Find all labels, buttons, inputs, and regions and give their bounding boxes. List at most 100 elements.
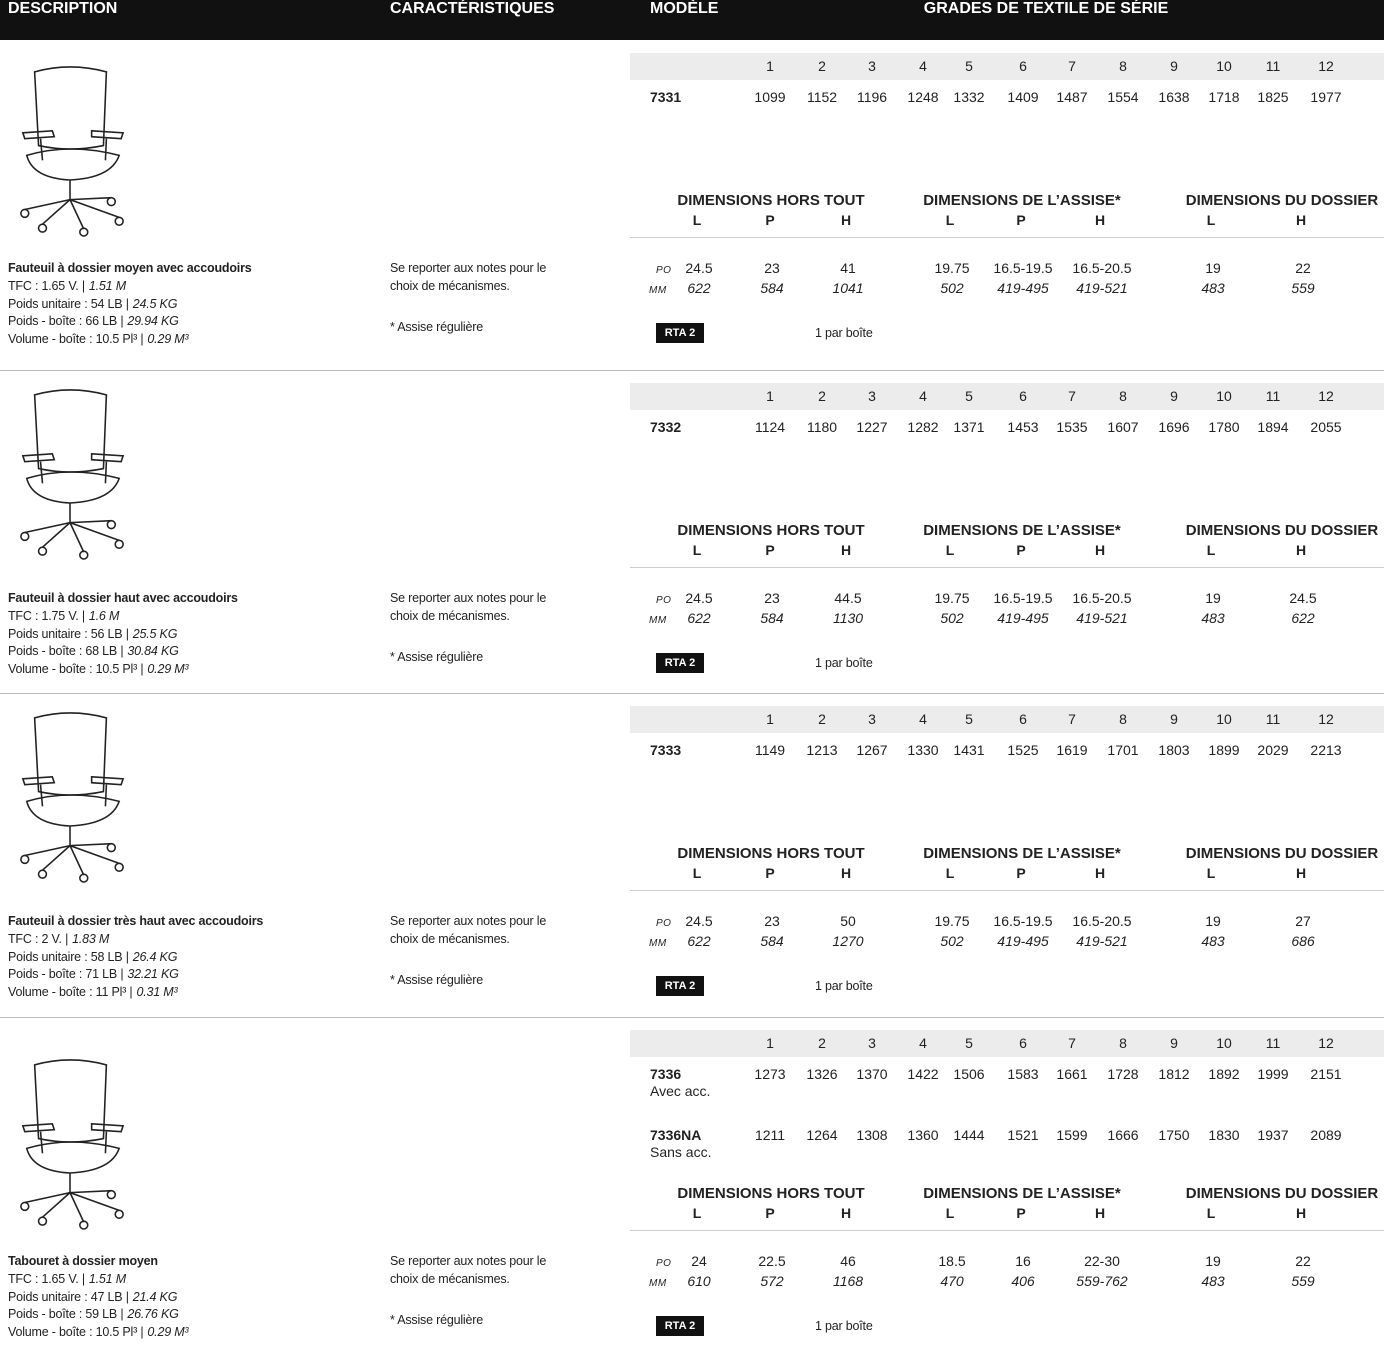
dimension-column: H [1295,865,1307,881]
price: 1213 [806,742,838,758]
price: 1554 [1107,89,1139,105]
model-code: 7332 [650,419,682,435]
detail-text: Poids - boîte : 59 LB | [8,1307,124,1321]
dimension-column: L [1206,212,1216,228]
model-note: Sans acc. [650,1144,712,1160]
detail-text: Poids - boîte : 66 LB | [8,314,124,328]
grade-band [630,53,1384,80]
detail-metric: 0.31 M³ [136,984,178,999]
dimension-title: DIMENSIONS DU DOSSIER [1185,522,1379,539]
dimension-column: P [765,865,775,881]
detail-metric: 1.51 M [88,279,126,293]
dimension-mm: 502 [940,933,964,949]
dimension-po: 16.5-19.5 [993,590,1053,606]
dimension-column: P [1016,542,1026,558]
dimension-title: DIMENSIONS DE L’ASSISE* [923,845,1121,862]
dimension-po: 22-30 [1084,1253,1120,1269]
price: 1330 [907,742,939,758]
dimension-po: 23 [764,260,780,276]
grade-number: 8 [1119,1035,1127,1051]
price: 1803 [1158,742,1190,758]
dimension-po: 27 [1295,913,1311,929]
grade-number: 11 [1265,388,1281,404]
grade-number: 4 [919,388,927,404]
price: 1422 [907,1066,939,1082]
dimension-column: P [765,1205,775,1221]
dimension-po: 22 [1295,1253,1311,1269]
rta-badge: RTA 2 [656,1316,704,1336]
column-header: MODÈLE [650,0,719,17]
detail-metric: 1.6 M [88,609,120,623]
dimension-mm: 686 [1291,933,1315,949]
price: 1696 [1158,419,1190,435]
chair-image [20,66,124,237]
grade-number: 1 [766,58,774,74]
detail-metric: 1.83 M [72,932,110,946]
detail-text: Volume - boîte : 10.5 Pl³ | [8,661,144,676]
per-box: 1 par boîte [815,326,873,340]
price: 1332 [953,89,985,105]
detail-text: Poids unitaire : 47 LB | [8,1289,129,1304]
grade-number: 3 [868,711,876,727]
model-code: 7336NA [650,1127,702,1143]
grade-number: 10 [1216,711,1232,727]
dimension-mm: 483 [1201,1273,1225,1289]
product-detail: TFC : 1.75 V. | 1.6 M [8,607,119,625]
dimension-po: 16.5-20.5 [1072,590,1132,606]
grade-number: 6 [1019,388,1027,404]
dimension-mm: 584 [760,280,784,296]
price: 1812 [1158,1066,1190,1082]
product-detail: Volume - boîte : 10.5 Pl³ | 0.29 M³ [8,660,189,678]
product-detail: Poids unitaire : 56 LB | 25.5 KG [8,625,177,643]
price: 1701 [1107,742,1139,758]
dimension-mm: 622 [687,933,711,949]
detail-text: TFC : 2 V. | [8,932,69,946]
per-box: 1 par boîte [815,1319,873,1333]
price: 1750 [1158,1127,1190,1143]
dimension-title: DIMENSIONS DU DOSSIER [1185,845,1379,862]
detail-metric: 30.84 KG [127,644,179,658]
grade-number: 2 [818,58,826,74]
dimension-mm: 1130 [832,610,864,626]
grade-number: 6 [1019,1035,1027,1051]
price: 1152 [806,89,838,105]
model-note: Avec acc. [650,1083,711,1099]
dimension-column: P [765,542,775,558]
section-divider [0,370,1384,371]
dimension-po: 50 [840,913,856,929]
unit-label: MM [649,938,667,949]
dimension-column: L [945,212,955,228]
price: 1583 [1007,1066,1039,1082]
price: 1830 [1208,1127,1240,1143]
product-name: Fauteuil à dossier très haut avec accoud… [8,914,264,928]
dimension-mm: 584 [760,933,784,949]
feature: choix de mécanismes. [390,279,510,293]
dimension-column: H [1295,212,1307,228]
detail-text: Volume - boîte : 10.5 Pl³ | [8,1324,144,1339]
dimension-column: H [1295,1205,1307,1221]
grade-number: 2 [818,388,826,404]
dimension-rule [630,237,1384,238]
dimension-mm: 419-521 [1076,280,1128,296]
grade-number: 8 [1119,58,1127,74]
dimension-mm: 419-521 [1076,610,1128,626]
price: 1607 [1107,419,1139,435]
dimension-column: L [1206,865,1216,881]
dimension-column: L [692,865,702,881]
detail-text: TFC : 1.65 V. | [8,279,85,293]
dimension-po: 46 [840,1253,856,1269]
detail-metric: 26.76 KG [127,1307,179,1321]
price: 1360 [907,1127,939,1143]
price: 1370 [856,1066,888,1082]
dimension-column: H [1094,212,1106,228]
detail-metric: 0.29 M³ [147,331,189,346]
price: 1487 [1056,89,1088,105]
detail-text: Poids unitaire : 56 LB | [8,626,129,641]
grade-number: 5 [965,1035,973,1051]
dimension-mm: 419-495 [997,280,1049,296]
product-detail: Poids unitaire : 47 LB | 21.4 KG [8,1288,177,1306]
price: 1409 [1007,89,1039,105]
per-box: 1 par boîte [815,979,873,993]
unit-label: MM [649,285,667,296]
grade-number: 10 [1216,58,1232,74]
